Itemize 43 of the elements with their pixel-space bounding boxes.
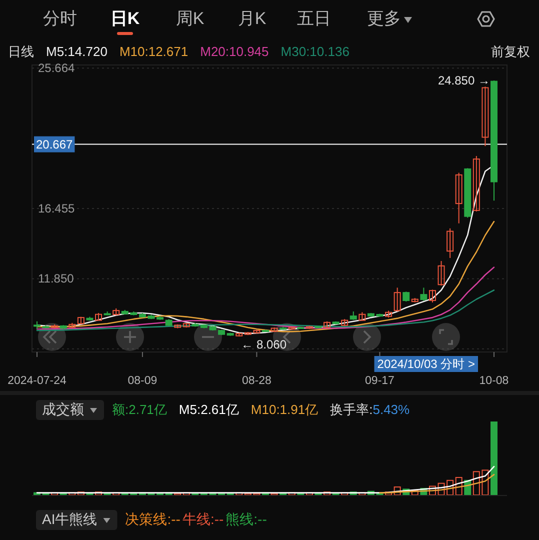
text: 牛线:-- — [182, 511, 224, 527]
candlestick — [402, 291, 410, 302]
text: 日K — [110, 9, 140, 28]
text: 分时 — [43, 9, 77, 28]
text: 2024/10/03 分时 > — [377, 357, 475, 371]
text: 五日 — [297, 9, 331, 28]
x-tick-label: 08-09 — [128, 375, 158, 387]
text: M5:2.61亿 — [178, 402, 239, 417]
candlestick — [394, 287, 401, 312]
x-tick-label: 08-28 — [242, 375, 272, 387]
legend-title: 日线 — [8, 44, 34, 59]
y-tick-label: 11.850 — [38, 272, 74, 286]
candlestick — [428, 289, 436, 303]
y-tick-label: 16.455 — [38, 202, 76, 216]
candlestick — [472, 155, 480, 212]
y-tick-label: 25.664 — [38, 61, 76, 76]
x-tick-label: 2024-07-24 — [8, 375, 68, 387]
candlestick — [455, 172, 462, 224]
candlestick — [482, 86, 489, 147]
text: M30:10.136 — [280, 44, 350, 59]
text: 决策线:-- — [125, 511, 181, 527]
candlestick — [420, 287, 428, 302]
text: M10:1.91亿 — [250, 402, 318, 417]
text: 额:2.71亿 — [112, 402, 167, 417]
text: M10:12.671 — [119, 44, 188, 59]
text: 换手率:5.43% — [330, 402, 410, 417]
bar — [490, 422, 498, 496]
candlestick — [446, 228, 454, 258]
text: 熊线:-- — [226, 511, 268, 527]
x-tick-label: 09-17 — [365, 375, 394, 387]
annotation: ← 8.060 — [241, 337, 287, 352]
ref-line-label: 20.667 — [36, 137, 74, 152]
text: AI牛熊线 — [42, 511, 98, 527]
text: 更多 — [367, 9, 401, 28]
text: M5:14.720 — [46, 44, 108, 59]
text: 月K — [238, 9, 267, 28]
text: 周K — [176, 9, 205, 28]
text: 前复权 — [491, 44, 530, 59]
text: M20:10.945 — [200, 44, 269, 59]
chart-title: 成交额 — [42, 401, 84, 417]
x-tick-label: 10-08 — [479, 375, 509, 387]
candlestick — [438, 260, 445, 286]
annotation: 24.850 → — [438, 74, 490, 88]
